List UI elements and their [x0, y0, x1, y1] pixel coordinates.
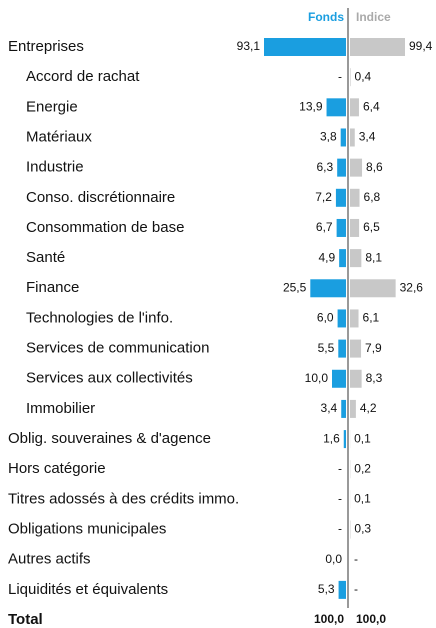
- bar-indice: [350, 218, 360, 237]
- category-label: Liquidités et équivalents: [8, 581, 168, 598]
- bar-indice: [350, 309, 359, 328]
- category-label: Services de communication: [26, 340, 209, 357]
- value-label: -: [354, 582, 358, 596]
- category-label: Finance: [26, 279, 79, 296]
- bar-fonds: [339, 249, 346, 268]
- bar-fonds: [264, 38, 346, 56]
- bar-indice: [350, 399, 356, 418]
- value-label: 25,5: [283, 280, 307, 294]
- legend-entry: Indice: [356, 10, 391, 24]
- value-label: 6,3: [316, 160, 333, 174]
- category-label: Oblig. souveraines & d'agence: [8, 430, 211, 447]
- value-label: 3,4: [359, 130, 376, 144]
- value-label: 1,6: [323, 431, 340, 445]
- bar-fonds: [343, 430, 346, 449]
- category-label: Titres adossés à des crédits immo.: [8, 490, 239, 507]
- bar-indice: [350, 369, 362, 388]
- value-label: 6,7: [316, 220, 333, 234]
- category-label: Hors catégorie: [8, 460, 106, 477]
- value-label: 0,4: [355, 69, 372, 83]
- value-label: 8,1: [365, 250, 382, 264]
- category-label: Industrie: [26, 159, 84, 176]
- value-label: 0,0: [325, 552, 342, 566]
- value-label: 0,3: [354, 522, 371, 536]
- value-label: 6,0: [317, 311, 334, 325]
- category-label: Santé: [26, 249, 65, 266]
- value-label: 6,8: [364, 190, 381, 204]
- value-label: 6,5: [363, 220, 380, 234]
- value-label: -: [338, 492, 342, 506]
- bar-indice: [350, 188, 360, 207]
- value-label: 5,5: [318, 341, 335, 355]
- category-label: Accord de rachat: [26, 68, 140, 85]
- category-label: Consommation de base: [26, 219, 184, 236]
- value-label: 3,8: [320, 130, 337, 144]
- value-label: 6,1: [363, 311, 380, 325]
- value-label: 5,3: [318, 582, 335, 596]
- bar-indice: [350, 158, 363, 177]
- value-label: 99,4: [409, 39, 433, 53]
- category-label: Services aux collectivités: [26, 370, 193, 387]
- bar-fonds: [310, 279, 346, 298]
- bar-fonds: [338, 339, 346, 358]
- bar-fonds: [337, 158, 346, 177]
- value-label: -: [338, 461, 342, 475]
- bar-indice: [350, 339, 362, 358]
- value-label: 4,2: [360, 401, 377, 415]
- total-label: Total: [8, 611, 43, 628]
- value-label: -: [338, 69, 342, 83]
- bar-indice: [350, 98, 359, 117]
- value-label: 3,4: [321, 401, 338, 415]
- total-value: 100,0: [314, 612, 344, 626]
- value-label: 0,2: [354, 461, 371, 475]
- value-label: 10,0: [305, 371, 329, 385]
- total-value: 100,0: [356, 612, 386, 626]
- value-label: 13,9: [299, 99, 323, 113]
- value-label: 32,6: [400, 280, 424, 294]
- value-label: 7,2: [315, 190, 332, 204]
- category-label: Immobilier: [26, 400, 95, 417]
- category-label: Entreprises: [8, 38, 84, 55]
- bar-indice: [350, 249, 362, 268]
- value-label: 6,4: [363, 99, 380, 113]
- bar-indice: [350, 279, 396, 298]
- bar-indice: [350, 68, 351, 87]
- bar-indice: [350, 38, 405, 56]
- value-label: 0,1: [354, 431, 371, 445]
- category-label: Technologies de l'info.: [26, 309, 173, 326]
- bar-fonds: [341, 399, 346, 418]
- value-label: 4,9: [318, 250, 335, 264]
- bar-fonds: [326, 98, 346, 117]
- value-label: -: [354, 552, 358, 566]
- bar-fonds: [337, 309, 346, 328]
- value-label: 7,9: [365, 341, 382, 355]
- category-label: Energie: [26, 98, 78, 115]
- value-label: 93,1: [237, 39, 261, 53]
- bar-fonds: [336, 218, 346, 237]
- bar-fonds: [335, 188, 346, 207]
- category-label: Matériaux: [26, 128, 92, 145]
- value-label: 8,3: [366, 371, 383, 385]
- bar-fonds: [332, 369, 346, 388]
- value-label: 0,1: [354, 492, 371, 506]
- bar-fonds: [340, 128, 346, 147]
- category-label: Obligations municipales: [8, 521, 166, 538]
- bar-fonds: [338, 580, 346, 599]
- value-label: 8,6: [366, 160, 383, 174]
- legend-entry: Fonds: [308, 10, 344, 24]
- value-label: -: [338, 522, 342, 536]
- category-label: Autres actifs: [8, 551, 91, 568]
- category-label: Conso. discrétionnaire: [26, 189, 175, 206]
- bar-indice: [350, 128, 355, 147]
